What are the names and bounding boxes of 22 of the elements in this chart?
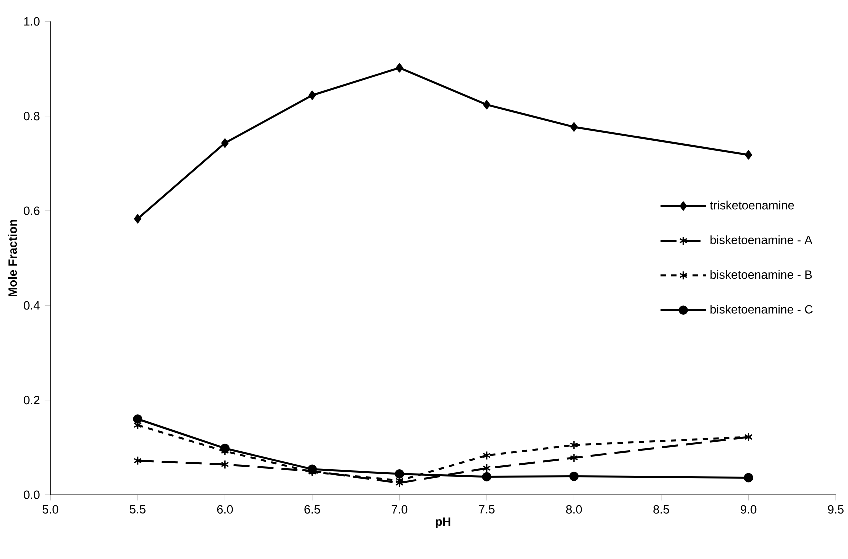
- x-tick-label: 8.0: [566, 505, 582, 514]
- y-axis-title: Mole Fraction: [8, 220, 18, 297]
- x-tick-label: 6.5: [304, 505, 320, 514]
- x-tick-label: 8.5: [654, 505, 670, 514]
- y-tick-label: 0.8: [24, 112, 40, 121]
- x-tick-label: 5.0: [42, 505, 59, 514]
- y-tick-label: 0.2: [24, 396, 40, 405]
- legend-label: bisketoenamine - A: [710, 236, 813, 244]
- y-tick-label: 0.0: [24, 490, 40, 500]
- x-tick-label: 9.0: [740, 505, 757, 514]
- x-axis-title: pH: [436, 518, 451, 528]
- x-tick-label: 7.5: [479, 505, 495, 514]
- legend-label: trisketoenamine: [710, 200, 794, 210]
- x-tick-label: 9.5: [828, 505, 844, 514]
- y-tick-label: 0.4: [24, 301, 40, 310]
- legend-label: bisketoenamine - B: [710, 270, 812, 280]
- x-tick-label: 6.0: [217, 505, 234, 514]
- legend-label: bisketoenamine - C: [710, 305, 813, 314]
- y-tick-label: 0.6: [24, 206, 40, 216]
- y-tick-label: 1.0: [24, 17, 40, 26]
- x-tick-label: 7.0: [392, 505, 408, 514]
- x-tick-label: 5.5: [130, 505, 146, 514]
